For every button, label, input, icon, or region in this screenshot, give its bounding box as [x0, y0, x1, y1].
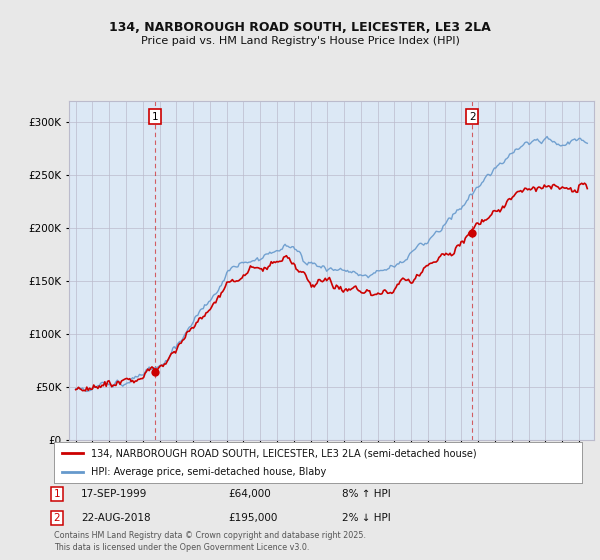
Text: 8% ↑ HPI: 8% ↑ HPI: [342, 489, 391, 499]
Text: £64,000: £64,000: [228, 489, 271, 499]
Text: 2: 2: [469, 111, 476, 122]
Text: HPI: Average price, semi-detached house, Blaby: HPI: Average price, semi-detached house,…: [91, 467, 326, 477]
Text: 22-AUG-2018: 22-AUG-2018: [81, 513, 151, 523]
Text: 134, NARBOROUGH ROAD SOUTH, LEICESTER, LE3 2LA: 134, NARBOROUGH ROAD SOUTH, LEICESTER, L…: [109, 21, 491, 34]
Text: £195,000: £195,000: [228, 513, 277, 523]
Text: 17-SEP-1999: 17-SEP-1999: [81, 489, 148, 499]
Text: Contains HM Land Registry data © Crown copyright and database right 2025.
This d: Contains HM Land Registry data © Crown c…: [54, 531, 366, 552]
Text: 1: 1: [53, 489, 61, 499]
Text: 2% ↓ HPI: 2% ↓ HPI: [342, 513, 391, 523]
Text: Price paid vs. HM Land Registry's House Price Index (HPI): Price paid vs. HM Land Registry's House …: [140, 36, 460, 46]
Text: 1: 1: [152, 111, 158, 122]
Text: 134, NARBOROUGH ROAD SOUTH, LEICESTER, LE3 2LA (semi-detached house): 134, NARBOROUGH ROAD SOUTH, LEICESTER, L…: [91, 449, 476, 458]
Text: 2: 2: [53, 513, 61, 523]
